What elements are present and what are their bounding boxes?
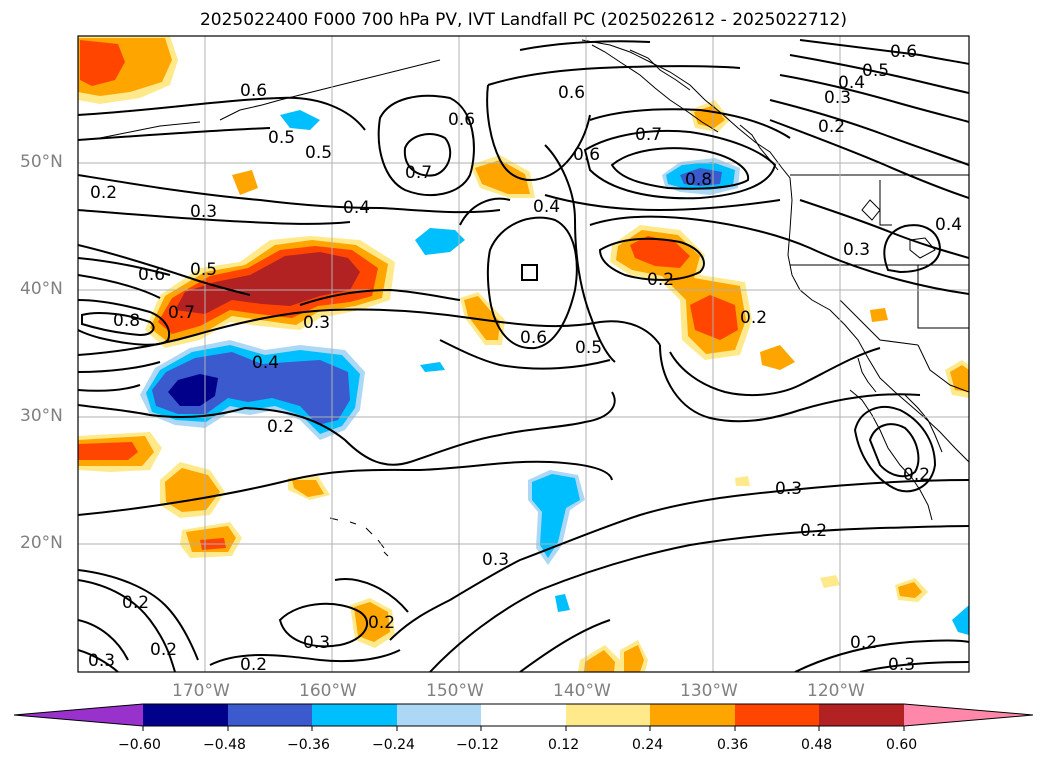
colorbar-segment (397, 704, 481, 726)
contour-label: 0.7 (168, 303, 195, 323)
contour-label: 0.5 (862, 61, 889, 81)
contour-label: 0.4 (533, 197, 560, 217)
contour-label: 0.5 (268, 128, 295, 148)
map-title: 2025022400 F000 700 hPa PV, IVT Landfall… (199, 10, 847, 30)
colorbar-segment (650, 704, 735, 726)
colorbar-segment (566, 704, 650, 726)
contour-label: 0.6 (138, 265, 165, 285)
contour-label: 0.4 (343, 198, 370, 218)
contour-label: 0.6 (520, 328, 547, 348)
contour-label: 0.3 (824, 88, 851, 108)
contour-label: 0.8 (685, 170, 712, 190)
contour-label: 0.4 (935, 215, 962, 235)
contour-label: 0.3 (775, 479, 802, 499)
lon-label: 160°W (299, 681, 357, 701)
colorbar (13, 703, 1034, 731)
contour-label: 0.2 (647, 270, 674, 290)
contour-label: 0.3 (303, 313, 330, 333)
lat-label: 20°N (20, 533, 63, 553)
contour-label: 0.2 (90, 183, 117, 203)
pv-contours (78, 39, 969, 672)
contour-label: 0.7 (635, 125, 662, 145)
contour-label: 0.6 (448, 110, 475, 130)
contour-label: 0.2 (903, 465, 930, 485)
lon-label: 140°W (553, 681, 611, 701)
contour-label: 0.2 (267, 417, 294, 437)
lon-label: 150°W (426, 681, 484, 701)
contour-label: 0.5 (190, 260, 217, 280)
lat-label: 40°N (20, 279, 63, 299)
colorbar-segment (143, 704, 228, 726)
lon-label: 170°W (172, 681, 230, 701)
colorbar-extend-low (14, 704, 143, 726)
colorbar-tick-label: −0.24 (372, 737, 415, 753)
colorbar-tick-label: −0.12 (456, 737, 499, 753)
colorbar-tick-label: 0.24 (632, 737, 664, 753)
contour-label: 0.3 (88, 651, 115, 671)
colorbar-tick-label: −0.36 (287, 737, 330, 753)
contour-label: 0.2 (240, 655, 267, 675)
contour-label: 0.5 (575, 338, 602, 358)
contour-label: 0.6 (240, 81, 267, 101)
lat-label: 50°N (20, 152, 63, 172)
contour-label: 0.2 (368, 613, 395, 633)
contour-label: 0.2 (740, 308, 767, 328)
contour-label: 0.4 (838, 73, 865, 93)
contour-label: 0.3 (190, 202, 217, 222)
colorbar-tick-label: 0.60 (886, 737, 918, 753)
contour-label: 0.7 (405, 163, 432, 183)
contour-label: 0.5 (305, 143, 332, 163)
plot-border (77, 35, 970, 673)
colorbar-segment (312, 704, 397, 726)
lon-label: 130°W (680, 681, 738, 701)
colorbar-segment (228, 704, 312, 726)
contour-label: 0.3 (482, 550, 509, 570)
contour-label: 0.6 (890, 42, 917, 62)
gridlines (78, 36, 969, 672)
contour-label: 0.2 (150, 640, 177, 660)
contour-labels: 0.6 0.5 0.5 0.2 0.3 0.4 0.7 0.6 0.6 0.7 … (88, 42, 962, 675)
colorbar-segment (481, 704, 566, 726)
colorbar-tick-label: 0.36 (717, 737, 749, 753)
colorbar-tick-label: −0.48 (203, 737, 246, 753)
lon-label: 120°W (807, 681, 865, 701)
lat-label: 30°N (20, 406, 63, 426)
contour-label: 0.2 (800, 521, 827, 541)
contour-label: 0.6 (558, 83, 585, 103)
colorbar-segment (735, 704, 819, 726)
colorbar-tick-label: 0.48 (801, 737, 833, 753)
colorbar-tick-label: 0.12 (548, 737, 580, 753)
shading-negative (140, 110, 969, 635)
colorbar-extend-high (904, 704, 1033, 726)
contour-label: 0.2 (818, 117, 845, 137)
contour-label: 0.3 (303, 633, 330, 653)
contour-label: 0.3 (843, 240, 870, 260)
contour-label: 0.2 (850, 633, 877, 653)
contour-label: 0.2 (122, 593, 149, 613)
contour-label: 0.3 (888, 655, 915, 675)
contour-label: 0.8 (113, 311, 140, 331)
contour-label: 0.6 (573, 145, 600, 165)
contour-label: 0.4 (252, 353, 279, 373)
colorbar-tick-label: −0.60 (118, 737, 161, 753)
colorbar-segment (819, 704, 904, 726)
